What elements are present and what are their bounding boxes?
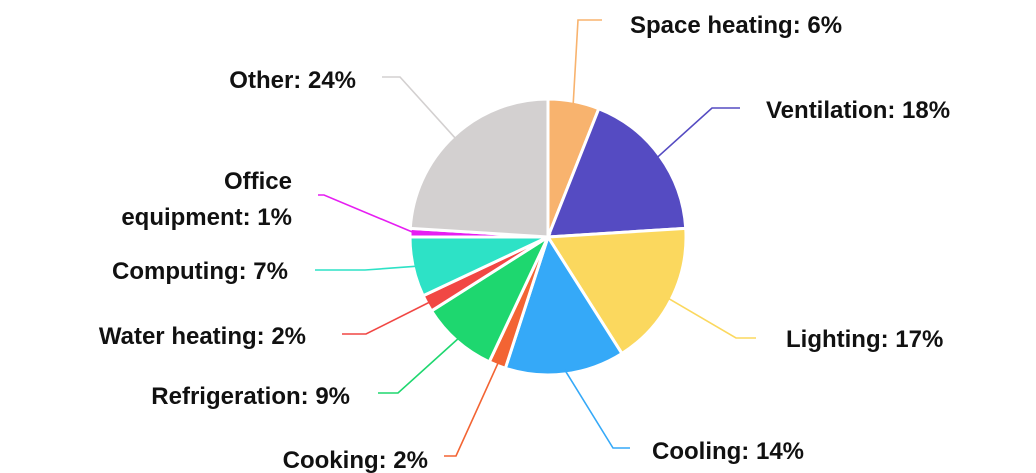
leader-line-other — [382, 76, 457, 140]
leader-line-ventilation — [655, 107, 740, 159]
pie-slice-cooling — [503, 233, 625, 377]
label-ventilation: Ventilation: 18% — [766, 97, 950, 124]
label-office-equipment-line2: equipment: 1% — [121, 204, 292, 231]
leader-line-computing — [315, 265, 418, 271]
label-lighting: Lighting: 17% — [786, 326, 943, 353]
pie-slices — [408, 97, 688, 377]
slice-labels: Space heating: 6% Ventilation: 18% Light… — [99, 12, 950, 473]
leader-line-water-heating — [342, 300, 431, 335]
label-office-equipment-line1: Office — [224, 168, 292, 195]
label-refrigeration: Refrigeration: 9% — [151, 383, 350, 410]
leader-line-cooking — [444, 361, 500, 457]
leader-line-space-heating — [572, 19, 602, 106]
pie-slice-other — [408, 97, 550, 239]
label-space-heating: Space heating: 6% — [630, 12, 842, 39]
label-cooking: Cooking: 2% — [283, 447, 428, 473]
label-water-heating: Water heating: 2% — [99, 323, 306, 350]
label-computing: Computing: 7% — [112, 258, 288, 285]
leader-line-office-equipment — [318, 194, 415, 234]
leader-lines — [315, 19, 756, 457]
label-other: Other: 24% — [229, 67, 356, 94]
leader-line-lighting — [666, 297, 756, 339]
leader-line-refrigeration — [378, 336, 460, 394]
label-cooling: Cooling: 14% — [652, 438, 804, 465]
leader-line-cooling — [564, 369, 630, 449]
